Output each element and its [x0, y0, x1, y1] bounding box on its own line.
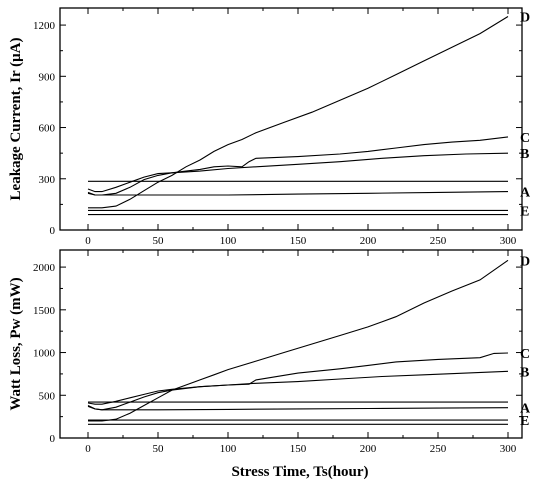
leakage-series-label-c: C	[520, 131, 530, 146]
leakage-x-tick-label: 0	[85, 235, 91, 247]
leakage-x-tick-label: 150	[290, 235, 307, 247]
watt-y-tick-label: 0	[50, 433, 56, 445]
leakage-plot-frame	[59, 7, 523, 231]
leakage-series-line-d	[88, 16, 509, 209]
leakage-y-tick-label: 900	[39, 71, 56, 83]
watt-x-tick-label: 150	[290, 443, 307, 455]
watt-y-axis-title: Watt Loss, Pw (mW)	[8, 277, 24, 410]
watt-y-tick-label: 1000	[33, 348, 56, 360]
leakage-y-axis-title: Leakage Current, Ir (μA)	[8, 38, 24, 201]
leakage-y-tick-label: 300	[39, 174, 56, 186]
watt-series-label-e: E	[520, 414, 529, 429]
watt-series-line-b	[87, 370, 509, 405]
leakage-y-tick-label: 0	[50, 225, 56, 237]
leakage-series-label-b: B	[520, 147, 529, 162]
watt-series-label-b: B	[520, 365, 529, 380]
leakage-x-tick-label: 300	[500, 235, 517, 247]
leakage-series-line-a	[87, 191, 509, 196]
watt-series-line-a	[87, 405, 509, 411]
leakage-y-tick-label: 600	[39, 123, 56, 135]
leakage-series-label-a: A	[520, 186, 531, 201]
watt-y-tick-label: 500	[39, 390, 56, 402]
watt-x-tick-label: 200	[360, 443, 377, 455]
watt-series-label-a: A	[520, 402, 531, 417]
x-axis-title: Stress Time, Ts(hour)	[231, 464, 368, 480]
watt-x-tick-label: 250	[430, 443, 447, 455]
watt-loss-panel: 0 500 1000 1500 2000 0 50 100 150 200 250 300 Watt L…	[8, 249, 531, 455]
leakage-series-label-e: E	[520, 204, 529, 219]
leakage-x-tick-label: 250	[430, 235, 447, 247]
watt-series-label-d: D	[520, 254, 530, 269]
leakage-series-line-b	[87, 152, 509, 193]
watt-plot-frame	[59, 249, 523, 439]
watt-y-tick-label: 1500	[33, 305, 56, 317]
leakage-x-tick-label: 50	[153, 235, 165, 247]
watt-series-line-d	[88, 259, 509, 422]
leakage-series-label-d: D	[520, 11, 530, 26]
leakage-current-panel: 0 300 600 900 1200 0 50 100 150 200 250 300 Leakage …	[8, 7, 531, 247]
watt-series-label-c: C	[520, 347, 530, 362]
watt-x-tick-label: 100	[220, 443, 237, 455]
leakage-x-tick-label: 200	[360, 235, 377, 247]
watt-x-tick-label: 300	[500, 443, 517, 455]
watt-x-tick-label: 50	[153, 443, 165, 455]
watt-x-tick-label: 0	[85, 443, 91, 455]
leakage-y-tick-label: 1200	[33, 20, 56, 32]
leakage-x-tick-label: 100	[220, 235, 237, 247]
leakage-series-line-c	[87, 136, 509, 196]
watt-y-tick-label: 2000	[33, 262, 56, 274]
